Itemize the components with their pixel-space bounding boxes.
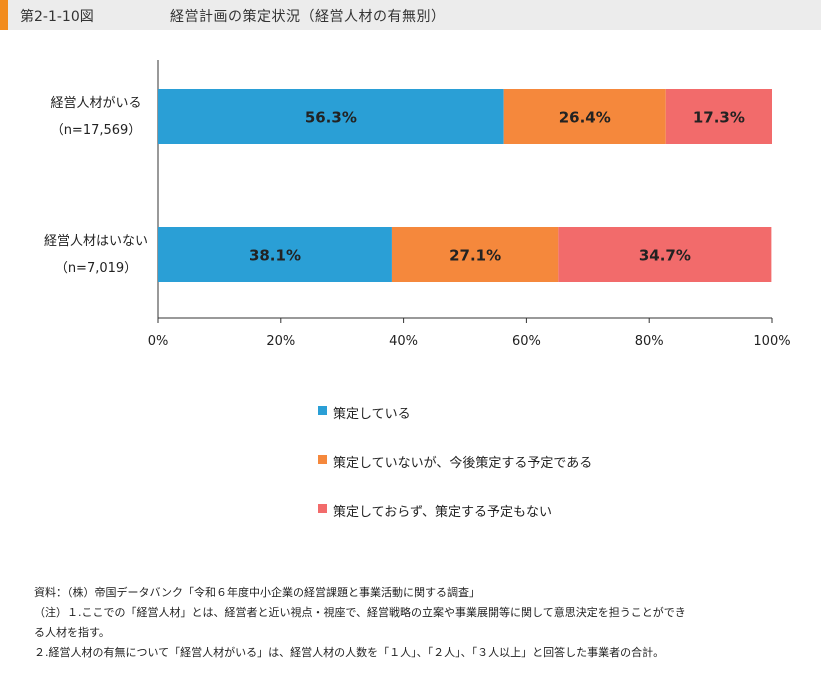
category-label: 経営人材はいない <box>44 234 148 249</box>
x-tick-label: 40% <box>389 334 418 349</box>
note-1-line-2: る人材を指す。 <box>34 626 110 639</box>
bar-data-label: 38.1% <box>249 247 301 265</box>
legend-swatch <box>318 504 327 513</box>
legend-swatch <box>318 406 327 415</box>
bar-segment <box>503 89 666 144</box>
legend-swatch <box>318 455 327 464</box>
bar-data-label: 27.1% <box>449 247 501 265</box>
source-note: 資料：（株）帝国データバンク「令和６年度中小企業の経営課題と事業活動に関する調査… <box>34 586 481 599</box>
category-label: 経営人材がいる <box>50 96 141 111</box>
note-2: ２.経営人材の有無について「経営人材がいる」は、経営人材の人数を「１人」、「２人… <box>34 646 665 659</box>
bar-segment <box>158 227 392 282</box>
category-n-label: （n=7,019） <box>55 261 137 276</box>
x-tick-label: 80% <box>635 334 664 349</box>
figure-title: 経営計画の策定状況（経営人材の有無別） <box>170 9 446 25</box>
x-tick-label: 100% <box>753 334 790 349</box>
legend-label: 策定しておらず、策定する予定もない <box>333 505 553 520</box>
bar-segment <box>158 89 504 144</box>
bar-data-label: 26.4% <box>559 109 611 127</box>
legend-label: 策定している <box>333 407 411 422</box>
x-tick-label: 20% <box>266 334 295 349</box>
bar-segment <box>558 227 772 282</box>
figure-header: 第2-1-10図 経営計画の策定状況（経営人材の有無別） <box>0 0 821 30</box>
header-accent-bar <box>0 0 8 30</box>
bar-data-label: 56.3% <box>305 109 357 127</box>
figure-label: 第2-1-10図 <box>20 9 94 25</box>
stacked-bar-chart: 0% 20% 40% 60% 80% 100% 56.3% 26.4% 17.3% 経営人材がいる… <box>44 60 791 349</box>
x-tick-label: 0% <box>148 334 169 349</box>
note-1-line-1: （注）１.ここでの「経営人材」とは、経営者と近い視点・視座で、経営戦略の立案や事… <box>34 606 686 619</box>
bar-data-label: 34.7% <box>639 247 691 265</box>
bar-data-label: 17.3% <box>693 109 745 127</box>
bar-segment <box>665 89 772 144</box>
legend-label: 策定していないが、今後策定する予定である <box>333 456 593 471</box>
x-tick-label: 60% <box>512 334 541 349</box>
bar-segment <box>391 227 559 282</box>
notes: 資料：（株）帝国データバンク「令和６年度中小企業の経営課題と事業活動に関する調査… <box>34 583 804 663</box>
category-n-label: （n=17,569） <box>51 123 142 138</box>
